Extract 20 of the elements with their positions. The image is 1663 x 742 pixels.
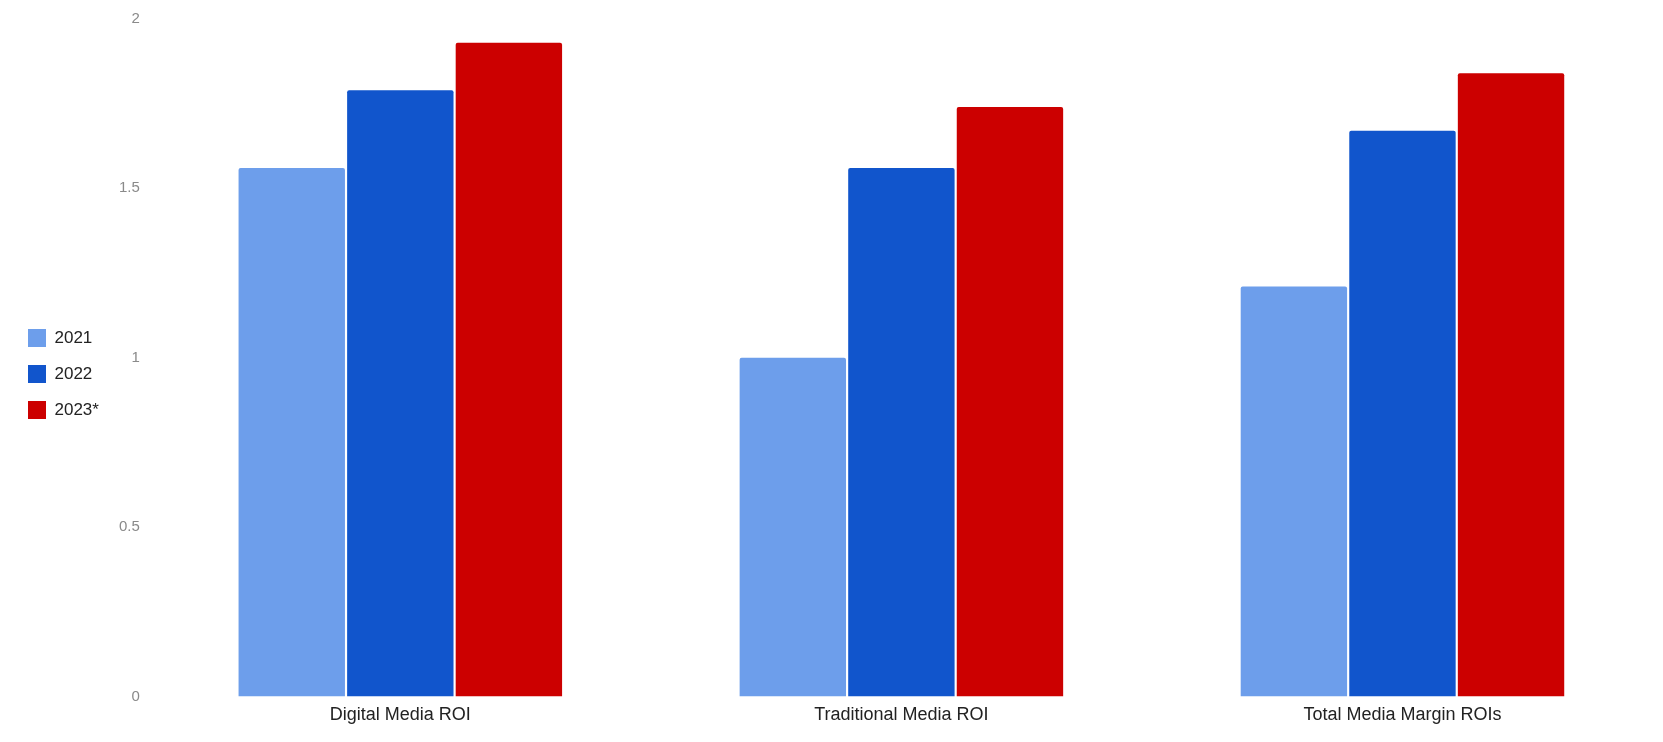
- bar: [238, 168, 345, 697]
- legend-label: 2021: [54, 327, 93, 347]
- y-tick-label: 1: [131, 347, 140, 365]
- legend-label: 2023*: [54, 399, 100, 419]
- bar: [455, 42, 563, 697]
- x-tick-label: Digital Media ROI: [329, 704, 471, 725]
- bar: [1349, 130, 1456, 697]
- bar: [739, 357, 847, 697]
- x-tick-label: Total Media Margin ROIs: [1303, 704, 1502, 725]
- bar: [347, 90, 454, 697]
- y-tick-label: 0: [131, 686, 140, 704]
- bar: [848, 168, 955, 697]
- legend-label: 2022: [54, 363, 93, 383]
- x-tick-label: Traditional Media ROI: [814, 704, 989, 725]
- y-tick-label: 0.5: [118, 517, 140, 535]
- bar: [1457, 73, 1565, 697]
- y-tick-label: 1.5: [118, 178, 140, 196]
- bar: [1240, 286, 1348, 697]
- bar: [956, 107, 1064, 697]
- y-tick-label: 2: [131, 9, 140, 27]
